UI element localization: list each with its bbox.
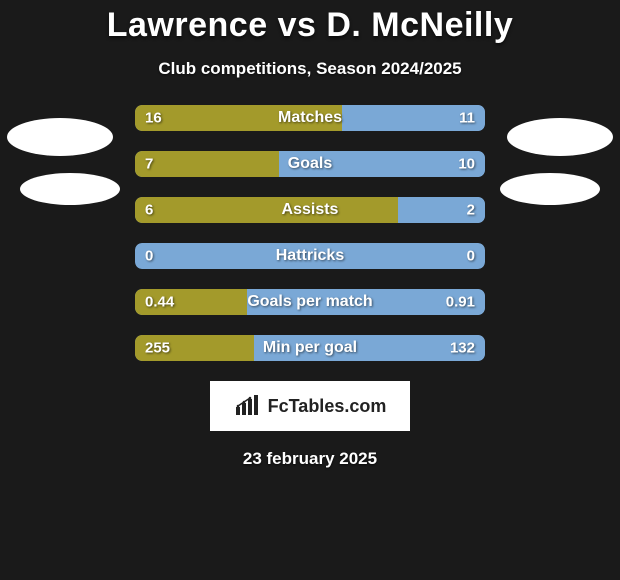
footer-date: 23 february 2025 (0, 449, 620, 469)
player2-avatar-body (500, 173, 600, 205)
stat-label: Min per goal (135, 339, 485, 357)
stat-label: Goals (135, 155, 485, 173)
stat-label: Matches (135, 109, 485, 127)
player1-name: Lawrence (107, 6, 268, 44)
stat-row-min-per-goal: 255132Min per goal (135, 335, 485, 361)
stat-row-assists: 62Assists (135, 197, 485, 223)
stat-row-hattricks: 00Hattricks (135, 243, 485, 269)
subtitle: Club competitions, Season 2024/2025 (0, 59, 620, 79)
stat-row-goals-per-match: 0.440.91Goals per match (135, 289, 485, 315)
player2-avatar-head (507, 118, 613, 156)
stat-row-matches: 1611Matches (135, 105, 485, 131)
comparison-title: Lawrence vs D. McNeilly (0, 0, 620, 45)
vs-text: vs (278, 6, 317, 44)
branding-text: FcTables.com (268, 396, 387, 417)
player2-name: D. McNeilly (326, 6, 513, 44)
stat-label: Hattricks (135, 247, 485, 265)
stat-label: Goals per match (135, 293, 485, 311)
stat-label: Assists (135, 201, 485, 219)
stat-row-goals: 710Goals (135, 151, 485, 177)
fctables-icon (234, 395, 262, 417)
branding-box: FcTables.com (210, 381, 410, 431)
player1-avatar-body (20, 173, 120, 205)
player1-avatar-head (7, 118, 113, 156)
comparison-chart: 1611Matches 710Goals 62Assists 00Hattricks 0… (135, 105, 485, 361)
